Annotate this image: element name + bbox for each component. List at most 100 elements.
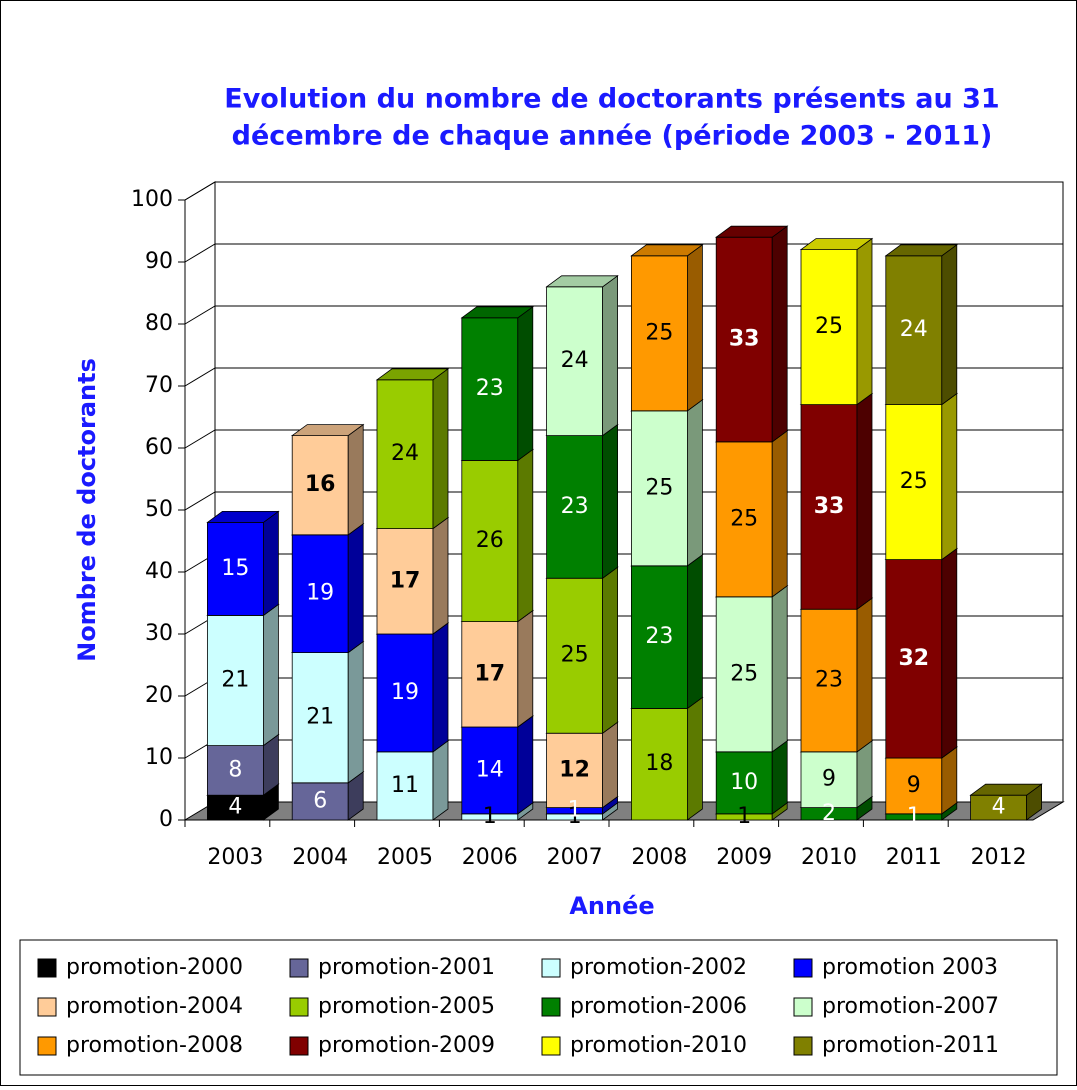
bar-segment xyxy=(461,459,519,622)
x-tick-label: 2009 xyxy=(716,845,772,870)
y-tick-label: 50 xyxy=(145,497,173,522)
bar-top xyxy=(799,238,874,250)
x-tick-label: 2006 xyxy=(462,845,518,870)
data-label: 18 xyxy=(645,751,673,776)
bar-segment xyxy=(631,708,688,821)
bar-segment xyxy=(206,522,264,616)
bar-side xyxy=(432,622,449,753)
bar-side xyxy=(941,244,958,406)
bar-top xyxy=(375,368,450,381)
data-label: 25 xyxy=(645,475,673,500)
legend-swatch xyxy=(37,1036,57,1056)
data-label: 4 xyxy=(992,795,1006,820)
bar-side xyxy=(602,721,618,809)
data-label: 9 xyxy=(822,767,836,792)
data-label: 17 xyxy=(390,568,421,593)
data-label: 2 xyxy=(822,801,836,826)
data-label: 11 xyxy=(391,773,419,798)
legend-swatch xyxy=(541,1036,561,1056)
bar-segment xyxy=(291,652,349,784)
bar-segment xyxy=(631,565,688,709)
data-label: 26 xyxy=(476,528,504,553)
data-label: 10 xyxy=(730,770,758,795)
bar-top xyxy=(714,225,789,238)
data-label: 6 xyxy=(313,788,327,813)
bar-side xyxy=(771,430,788,598)
data-label: 25 xyxy=(730,661,758,686)
bar-side xyxy=(687,399,703,567)
y-tick-label: 70 xyxy=(145,373,173,398)
data-label: 24 xyxy=(561,348,589,373)
legend-swatch xyxy=(289,1036,309,1056)
bar-side xyxy=(687,696,703,821)
y-tick-label: 60 xyxy=(145,435,173,460)
bar-segment xyxy=(291,534,349,653)
bar-segment xyxy=(885,757,943,815)
legend-swatch xyxy=(289,997,309,1017)
bar-side xyxy=(771,740,788,815)
grid-line xyxy=(184,181,1063,201)
data-label: 25 xyxy=(815,314,843,339)
legend-swatch xyxy=(793,1036,813,1056)
bar-segment xyxy=(376,751,434,821)
legend-label: promotion-2010 xyxy=(570,1033,747,1058)
bar-side xyxy=(856,392,873,610)
bar-top xyxy=(206,511,280,523)
chart-title: décembre de chaque année (période 2003 -… xyxy=(232,121,993,152)
bar-side xyxy=(263,603,279,747)
y-tick-label: 100 xyxy=(131,187,173,212)
legend-swatch xyxy=(541,997,561,1017)
bar-segment xyxy=(376,379,434,529)
data-label: 21 xyxy=(306,705,334,730)
data-label: 4 xyxy=(228,795,242,820)
bar-segment xyxy=(715,596,773,753)
bar-top xyxy=(884,244,959,257)
y-axis-title: Nombre de doctorants xyxy=(73,358,101,662)
data-label: 16 xyxy=(305,472,336,497)
bar-side xyxy=(517,306,534,462)
legend-swatch xyxy=(37,958,57,978)
x-tick-label: 2012 xyxy=(971,845,1027,870)
data-label: 23 xyxy=(476,376,504,401)
legend-swatch xyxy=(793,997,813,1017)
bar-segment xyxy=(206,794,264,821)
bar-side xyxy=(347,523,364,654)
bar-side xyxy=(517,448,534,623)
data-label: 25 xyxy=(561,643,589,668)
legend-swatch xyxy=(793,958,813,978)
bar-segment xyxy=(800,751,858,808)
bar-segment xyxy=(546,286,603,436)
legend-label: promotion-2006 xyxy=(570,994,747,1019)
data-label: 19 xyxy=(391,680,419,705)
legend-swatch xyxy=(37,997,57,1017)
x-tick-label: 2011 xyxy=(886,845,942,870)
bar-side xyxy=(263,510,279,617)
x-tick-label: 2003 xyxy=(207,845,263,870)
bar-side xyxy=(856,597,873,753)
data-label: 15 xyxy=(221,556,249,581)
y-tick-label: 90 xyxy=(145,249,173,274)
data-label: 12 xyxy=(559,757,590,782)
bar-segment xyxy=(885,255,943,406)
data-label: 19 xyxy=(306,581,334,606)
bar-segment xyxy=(546,435,603,579)
chart-title: Evolution du nombre de doctorants présen… xyxy=(224,84,999,115)
x-tick-label: 2008 xyxy=(631,845,687,870)
bar-side xyxy=(856,237,873,406)
data-label: 32 xyxy=(898,646,929,671)
bar-side xyxy=(602,423,618,579)
legend xyxy=(19,939,1058,1076)
data-label: 8 xyxy=(228,757,242,782)
bar-segment xyxy=(715,236,773,443)
legend-label: promotion-2001 xyxy=(318,955,495,980)
bar-side xyxy=(856,740,873,809)
data-label: 9 xyxy=(907,773,921,798)
data-label: 24 xyxy=(391,441,419,466)
data-label: 17 xyxy=(474,661,505,686)
bar-side xyxy=(347,423,364,536)
data-label: 1 xyxy=(568,804,582,829)
data-label: 21 xyxy=(221,668,249,693)
bar-segment xyxy=(885,404,943,561)
bar-side xyxy=(602,566,618,734)
